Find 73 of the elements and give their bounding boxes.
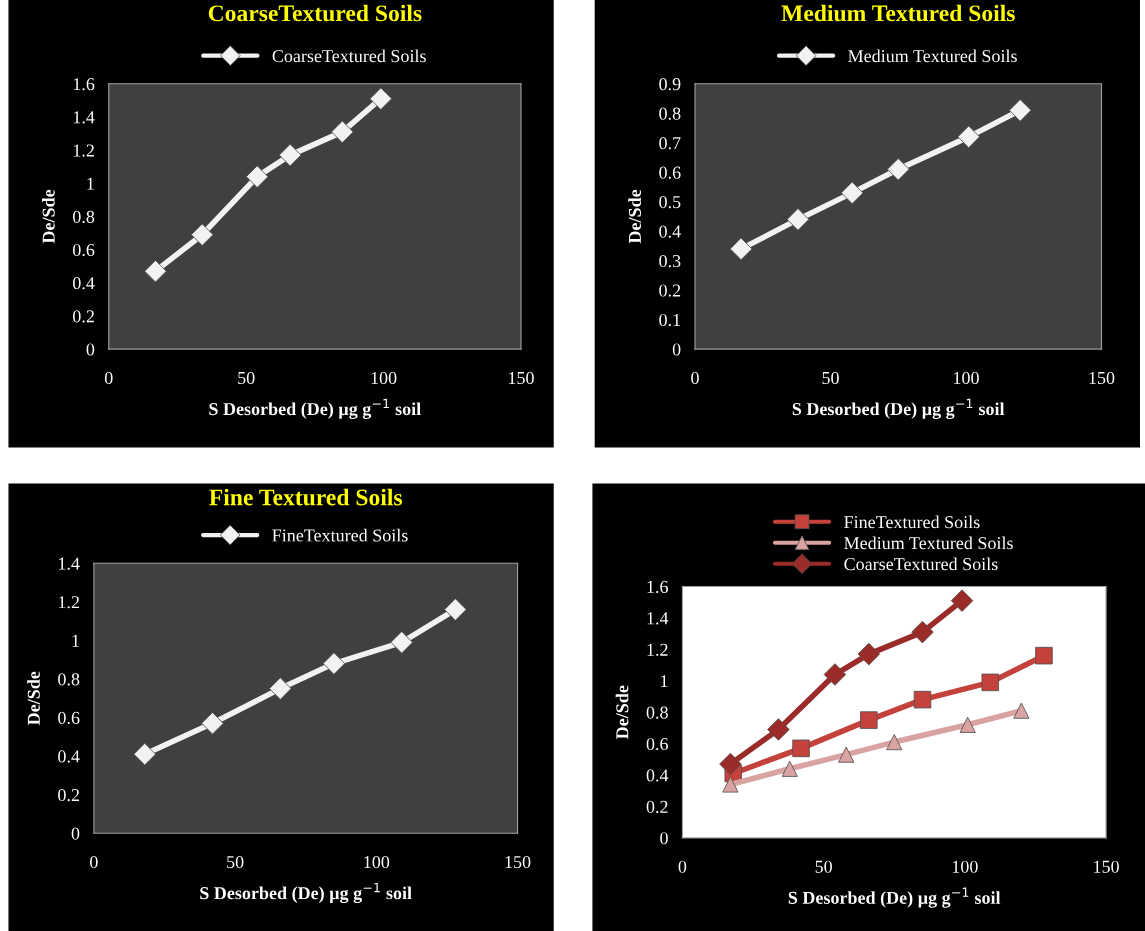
y-axis-title: De/Sde <box>615 685 629 739</box>
y-tick-label: 0.2 <box>73 310 94 323</box>
y-tick-label: 1 <box>661 675 668 688</box>
y-tick-label: 0.4 <box>659 225 681 238</box>
y-tick-label: 0.4 <box>58 750 80 763</box>
x-tick-label: 0 <box>691 371 699 385</box>
chart-title: Fine Textured Soils <box>209 488 403 506</box>
y-tick-label: 1.2 <box>59 596 80 609</box>
y-tick-label: 0.9 <box>659 78 681 91</box>
y-tick-label: 1.4 <box>59 557 80 570</box>
x-tick-label: 50 <box>822 371 839 385</box>
y-tick-label: 1.2 <box>647 643 668 656</box>
x-tick-label: 150 <box>1089 371 1115 385</box>
y-tick-label: 0.4 <box>646 769 669 782</box>
y-tick-label: 0.6 <box>58 711 80 725</box>
x-tick-label: 150 <box>509 371 534 385</box>
y-tick-label: 1.2 <box>73 144 94 157</box>
y-tick-label: 0.8 <box>73 210 95 223</box>
y-tick-label: 0 <box>71 827 80 840</box>
y-tick-label: 0.2 <box>646 800 668 813</box>
y-axis-title: De/Sde <box>27 671 40 726</box>
x-tick-label: 0 <box>104 371 113 385</box>
legend-label: Medium Textured Soils <box>844 536 1013 550</box>
y-axis-title: De/Sde <box>628 189 641 244</box>
legend-label: FineTextured Soils <box>844 515 980 529</box>
x-tick-label: 100 <box>954 371 979 385</box>
y-tick-label: 0.7 <box>659 137 681 150</box>
point <box>322 652 346 675</box>
chart-title: Medium Textured Soils <box>781 4 1015 22</box>
y-tick-label: 1.6 <box>73 78 95 91</box>
y-tick-label: 0.6 <box>659 166 681 179</box>
x-tick-label: 150 <box>505 855 531 869</box>
x-axis-title: S Desorbed (De) µg g$^{−1}$ soil <box>788 887 1001 908</box>
y-tick-label: 1 <box>87 177 94 190</box>
y-tick-label: 1.4 <box>647 612 669 625</box>
x-tick-label: 50 <box>815 860 832 873</box>
y-tick-label: 0.8 <box>646 706 668 719</box>
y-tick-label: 0.2 <box>58 788 80 802</box>
point <box>144 259 167 283</box>
legend-label: FineTextured Soils <box>272 528 408 542</box>
legend-label: CoarseTextured Soils <box>272 49 426 63</box>
point <box>950 589 974 612</box>
point <box>331 120 354 144</box>
x-tick-label: 100 <box>952 860 978 873</box>
x-tick-label: 150 <box>1094 860 1119 873</box>
x-axis-title: S Desorbed (De) µg g$^{−1}$ soil <box>209 398 421 419</box>
y-tick-label: 0.6 <box>73 243 95 257</box>
point <box>911 620 934 644</box>
y-tick-label: 0.5 <box>659 195 681 209</box>
y-tick-label: 0 <box>86 343 95 356</box>
y-tick-label: 0.4 <box>73 277 95 290</box>
y-tick-label: 0.8 <box>58 673 80 686</box>
y-tick-label: 1 <box>72 634 79 647</box>
x-axis-title: S Desorbed (De) µg g$^{−1}$ soil <box>792 398 1005 419</box>
y-tick-label: 0.8 <box>659 107 681 120</box>
y-tick-label: 1.4 <box>73 111 95 124</box>
legend-label: Medium Textured Soils <box>848 49 1017 63</box>
y-tick-label: 0.2 <box>659 284 681 297</box>
y-tick-label: 1.6 <box>647 580 668 594</box>
x-tick-label: 100 <box>371 371 397 385</box>
x-tick-label: 100 <box>364 855 390 869</box>
y-tick-label: 0.1 <box>659 313 681 327</box>
chart-title: CoarseTextured Soils <box>208 4 422 22</box>
y-tick-label: 0 <box>672 343 681 356</box>
y-tick-label: 0.6 <box>646 737 668 751</box>
x-tick-label: 50 <box>227 855 244 869</box>
x-axis-title: S Desorbed (De) µg g$^{−1}$ soil <box>200 882 412 904</box>
x-tick-label: 50 <box>238 371 255 385</box>
y-axis-title: De/Sde <box>42 189 55 244</box>
y-tick-label: 0.3 <box>659 254 681 268</box>
point <box>913 690 932 709</box>
legend-label: CoarseTextured Soils <box>844 557 998 571</box>
y-tick-label: 0 <box>660 832 668 845</box>
